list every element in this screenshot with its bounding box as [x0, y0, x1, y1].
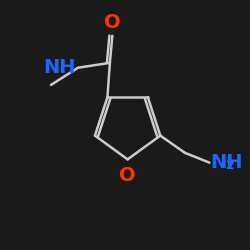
Text: NH: NH — [43, 58, 76, 77]
Text: 2: 2 — [226, 158, 235, 172]
Text: O: O — [104, 13, 121, 32]
Text: O: O — [119, 166, 136, 185]
Text: NH: NH — [210, 153, 243, 172]
